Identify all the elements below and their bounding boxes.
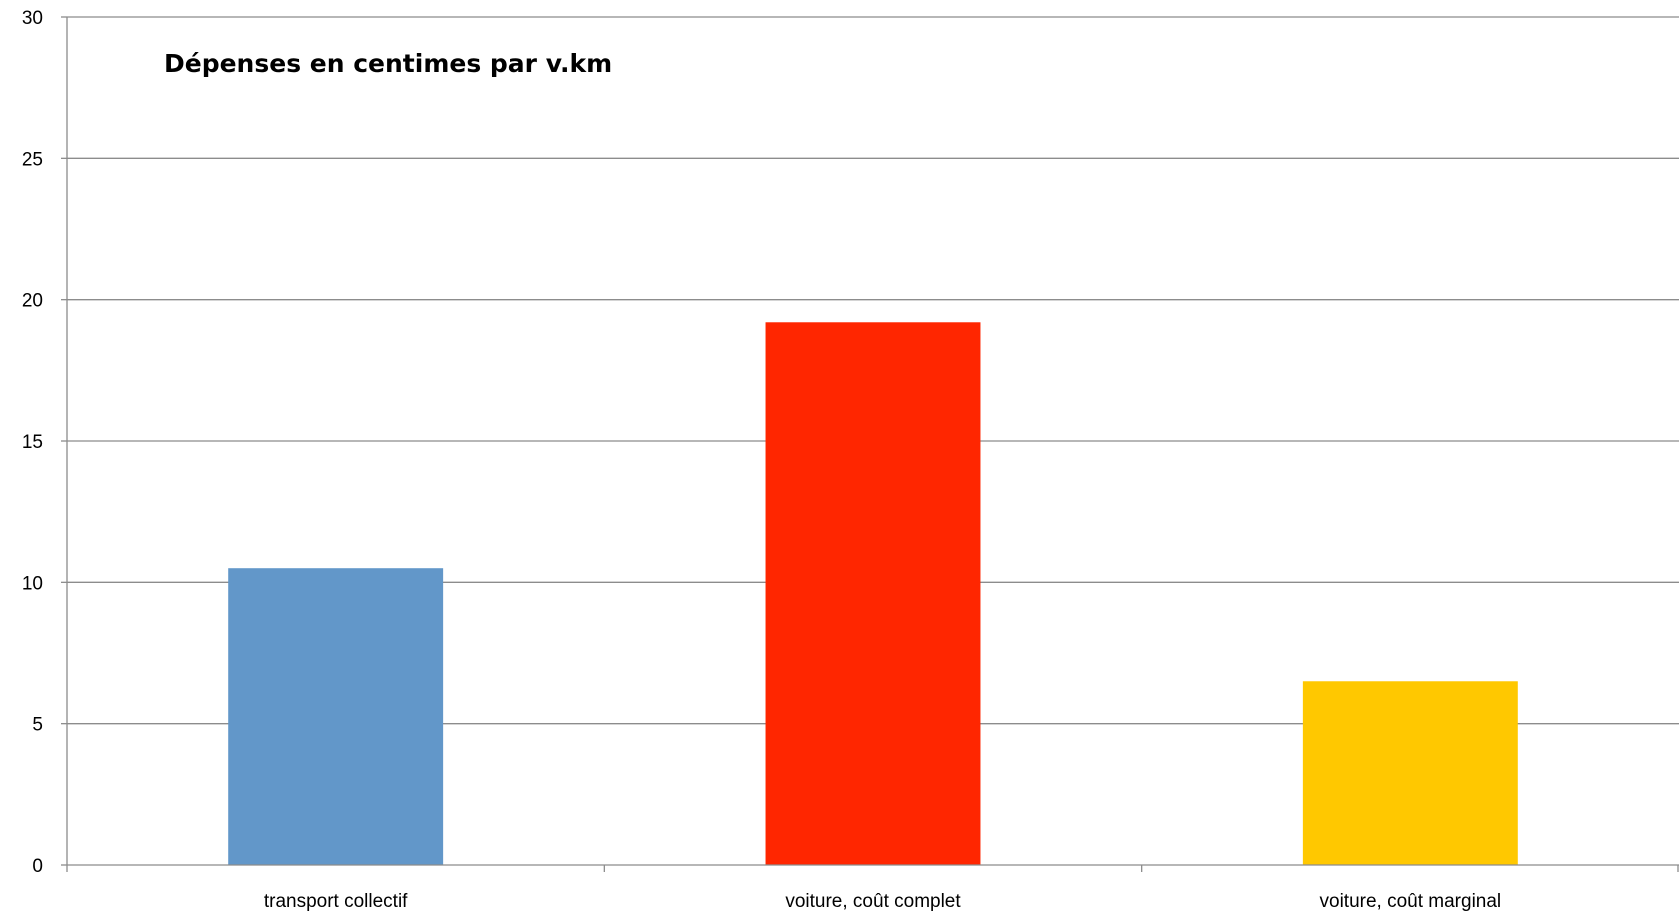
bar-3 [1302,681,1518,865]
y-tick-labels: 0 5 10 15 20 25 30 [22,8,43,877]
bar-1 [228,568,444,865]
y-tick-label: 25 [22,149,43,170]
y-tick-label: 10 [22,573,43,594]
x-tick-labels: transport collectif voiture, coût complet… [264,891,1501,912]
y-tick-label: 0 [32,856,43,877]
y-tick-label: 15 [22,432,43,453]
axes [61,16,1679,872]
x-tick-label: transport collectif [264,891,408,912]
x-tick-label: voiture, coût complet [785,891,961,912]
bar-2 [765,322,981,865]
chart-title: Dépenses en centimes par v.km [164,49,612,78]
y-tick-label: 30 [22,8,43,29]
y-tick-label: 20 [22,291,43,312]
x-tick-label: voiture, coût marginal [1320,891,1502,912]
bars [228,322,1518,865]
y-tick-label: 5 [32,715,43,736]
